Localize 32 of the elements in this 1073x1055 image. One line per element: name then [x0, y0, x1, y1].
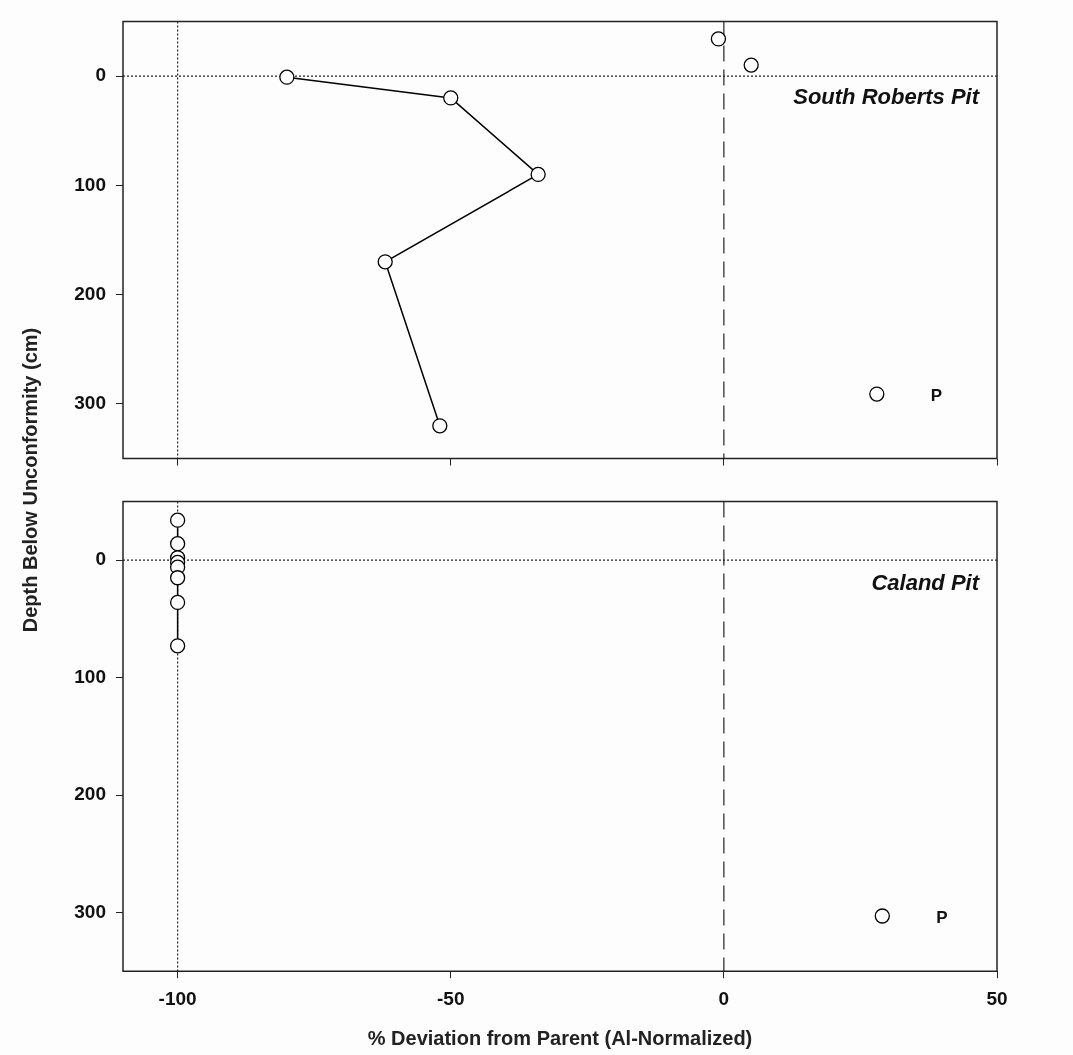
- y-tick-label: 0: [95, 548, 106, 570]
- point: [377, 254, 393, 270]
- annotation: Caland Pit: [871, 569, 981, 595]
- point: [279, 69, 295, 85]
- point: [869, 386, 885, 402]
- y-tick-label: 0: [95, 64, 106, 86]
- y-tick-label: 100: [74, 173, 106, 195]
- y-tick-label: 200: [74, 282, 106, 304]
- point: [169, 512, 186, 528]
- y-tick-label: 100: [74, 665, 106, 687]
- point: [530, 166, 546, 183]
- point: [710, 31, 727, 47]
- annotation: P: [936, 907, 948, 927]
- x-tick-label: -50: [437, 987, 465, 1009]
- y-tick-label: 200: [74, 783, 106, 805]
- x-tick-label: -100: [158, 987, 197, 1009]
- x-tick-label: 0: [718, 987, 730, 1009]
- x-tick-label: 50: [986, 987, 1008, 1009]
- point: [432, 418, 448, 434]
- annotation: South Roberts Pit: [793, 83, 981, 109]
- point: [443, 90, 459, 106]
- y-tick-label: 300: [74, 900, 106, 922]
- x-axis-title: % Deviation from Parent (Al-Normalized): [367, 1026, 753, 1049]
- point: [169, 570, 186, 586]
- point: [169, 536, 186, 552]
- annotation: P: [930, 385, 943, 405]
- point: [169, 638, 186, 654]
- y-tick-label: 300: [74, 392, 106, 414]
- point: [169, 594, 186, 611]
- point: [874, 908, 890, 924]
- y-axis-title: Depth Below Unconformity (cm): [18, 327, 42, 633]
- point: [743, 57, 759, 73]
